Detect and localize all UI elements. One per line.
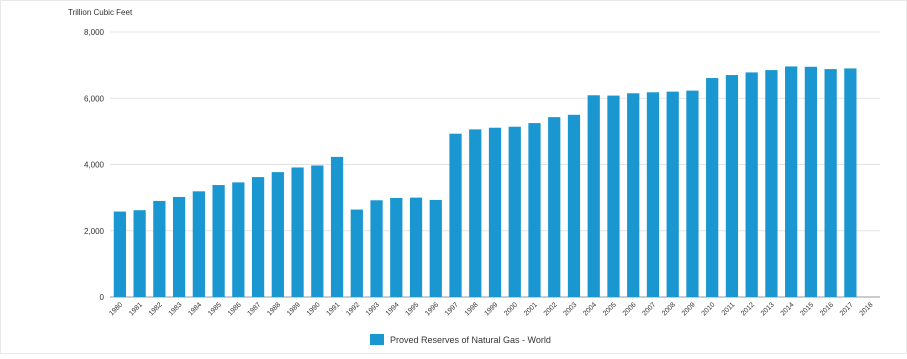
bar-2000[interactable] — [508, 126, 521, 297]
bar-1980[interactable] — [113, 211, 126, 297]
bar-2008[interactable] — [666, 91, 679, 297]
bar-2017[interactable] — [844, 68, 857, 297]
y-tick-label: 2,000 — [84, 227, 105, 236]
bar-1983[interactable] — [172, 196, 186, 297]
bar-1997[interactable] — [449, 133, 462, 297]
bar-1982[interactable] — [153, 200, 166, 297]
bar-1990[interactable] — [311, 165, 324, 297]
bar-2003[interactable] — [567, 114, 581, 297]
y-tick-label: 6,000 — [84, 94, 105, 103]
bar-2006[interactable] — [627, 93, 640, 297]
bar-1989[interactable] — [291, 167, 304, 297]
bar-1991[interactable] — [330, 156, 344, 297]
y-tick-label: 0 — [100, 293, 105, 302]
legend[interactable]: Proved Reserves of Natural Gas - World — [370, 334, 551, 345]
y-axis-title: Trillion Cubic Feet — [68, 8, 133, 17]
bar-2004[interactable] — [587, 95, 600, 297]
bar-1984[interactable] — [192, 191, 205, 297]
legend-swatch — [370, 334, 384, 345]
bar-2007[interactable] — [646, 92, 660, 297]
bar-2001[interactable] — [528, 123, 541, 297]
bar-1996[interactable] — [429, 199, 442, 297]
bar-2014[interactable] — [785, 66, 798, 297]
bar-2016[interactable] — [824, 69, 837, 297]
y-tick-label: 8,000 — [84, 28, 105, 37]
bar-1987[interactable] — [251, 177, 265, 297]
y-axis-ticks: 0 2,000 4,000 6,000 8,000 — [84, 28, 105, 302]
bar-1981[interactable] — [133, 210, 146, 297]
bar-2009[interactable] — [686, 90, 699, 297]
bar-2015[interactable] — [804, 66, 818, 297]
bar-1985[interactable] — [212, 185, 225, 297]
bar-1998[interactable] — [469, 129, 482, 297]
bar-2011[interactable] — [725, 75, 739, 297]
bar-1999[interactable] — [488, 127, 502, 297]
legend-label: Proved Reserves of Natural Gas - World — [390, 335, 551, 345]
bar-2013[interactable] — [765, 70, 778, 297]
bar-series — [113, 66, 857, 297]
y-tick-label: 4,000 — [84, 161, 105, 170]
bar-1988[interactable] — [271, 172, 284, 297]
bar-2012[interactable] — [745, 72, 758, 297]
bar-2002[interactable] — [548, 117, 561, 297]
bar-1992[interactable] — [350, 209, 363, 297]
bar-1986[interactable] — [232, 182, 245, 297]
bar-1994[interactable] — [390, 197, 403, 297]
bar-1993[interactable] — [370, 200, 383, 297]
bar-2010[interactable] — [706, 78, 719, 297]
bar-2005[interactable] — [607, 95, 620, 297]
bar-1995[interactable] — [409, 197, 423, 297]
